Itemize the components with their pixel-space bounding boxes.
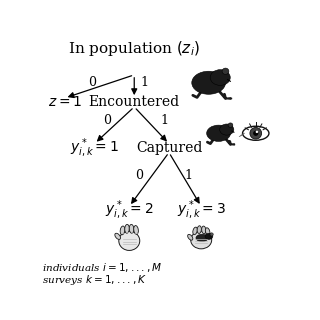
Ellipse shape bbox=[220, 124, 234, 135]
Ellipse shape bbox=[192, 71, 226, 94]
Ellipse shape bbox=[196, 234, 208, 242]
Text: 1: 1 bbox=[140, 76, 148, 89]
Ellipse shape bbox=[129, 224, 134, 233]
Ellipse shape bbox=[205, 228, 210, 235]
Text: 0: 0 bbox=[88, 76, 96, 89]
Text: $y^*_{i,k} = 1$: $y^*_{i,k} = 1$ bbox=[70, 136, 119, 160]
Ellipse shape bbox=[202, 226, 206, 234]
Ellipse shape bbox=[197, 226, 201, 233]
Ellipse shape bbox=[243, 126, 269, 140]
Text: 1: 1 bbox=[160, 115, 168, 127]
Text: Encountered: Encountered bbox=[89, 95, 180, 109]
Ellipse shape bbox=[193, 227, 197, 235]
Ellipse shape bbox=[134, 226, 138, 234]
Ellipse shape bbox=[188, 234, 193, 240]
Text: 0: 0 bbox=[135, 169, 143, 182]
Ellipse shape bbox=[191, 231, 212, 249]
Text: Captured: Captured bbox=[136, 141, 202, 155]
Text: $y^*_{i,k} = 2$: $y^*_{i,k} = 2$ bbox=[105, 199, 154, 222]
Ellipse shape bbox=[228, 123, 233, 127]
Ellipse shape bbox=[205, 233, 213, 239]
Text: 0: 0 bbox=[103, 115, 111, 127]
Text: $z = 1$: $z = 1$ bbox=[48, 95, 82, 109]
Ellipse shape bbox=[207, 125, 230, 141]
Ellipse shape bbox=[115, 233, 121, 239]
Circle shape bbox=[253, 131, 258, 136]
Circle shape bbox=[256, 131, 258, 133]
Ellipse shape bbox=[222, 68, 229, 74]
Text: surveys $k = 1,...,K$: surveys $k = 1,...,K$ bbox=[43, 273, 148, 287]
Text: In population $(z_i)$: In population $(z_i)$ bbox=[68, 39, 200, 58]
Ellipse shape bbox=[125, 224, 129, 233]
Text: $y^*_{i,k} = 3$: $y^*_{i,k} = 3$ bbox=[177, 199, 226, 222]
Text: individuals $i = 1,...,M$: individuals $i = 1,...,M$ bbox=[43, 261, 163, 274]
Ellipse shape bbox=[120, 226, 125, 235]
Ellipse shape bbox=[119, 231, 140, 251]
Circle shape bbox=[210, 233, 213, 236]
Ellipse shape bbox=[210, 70, 230, 85]
Circle shape bbox=[250, 127, 262, 139]
Text: 1: 1 bbox=[185, 169, 193, 182]
